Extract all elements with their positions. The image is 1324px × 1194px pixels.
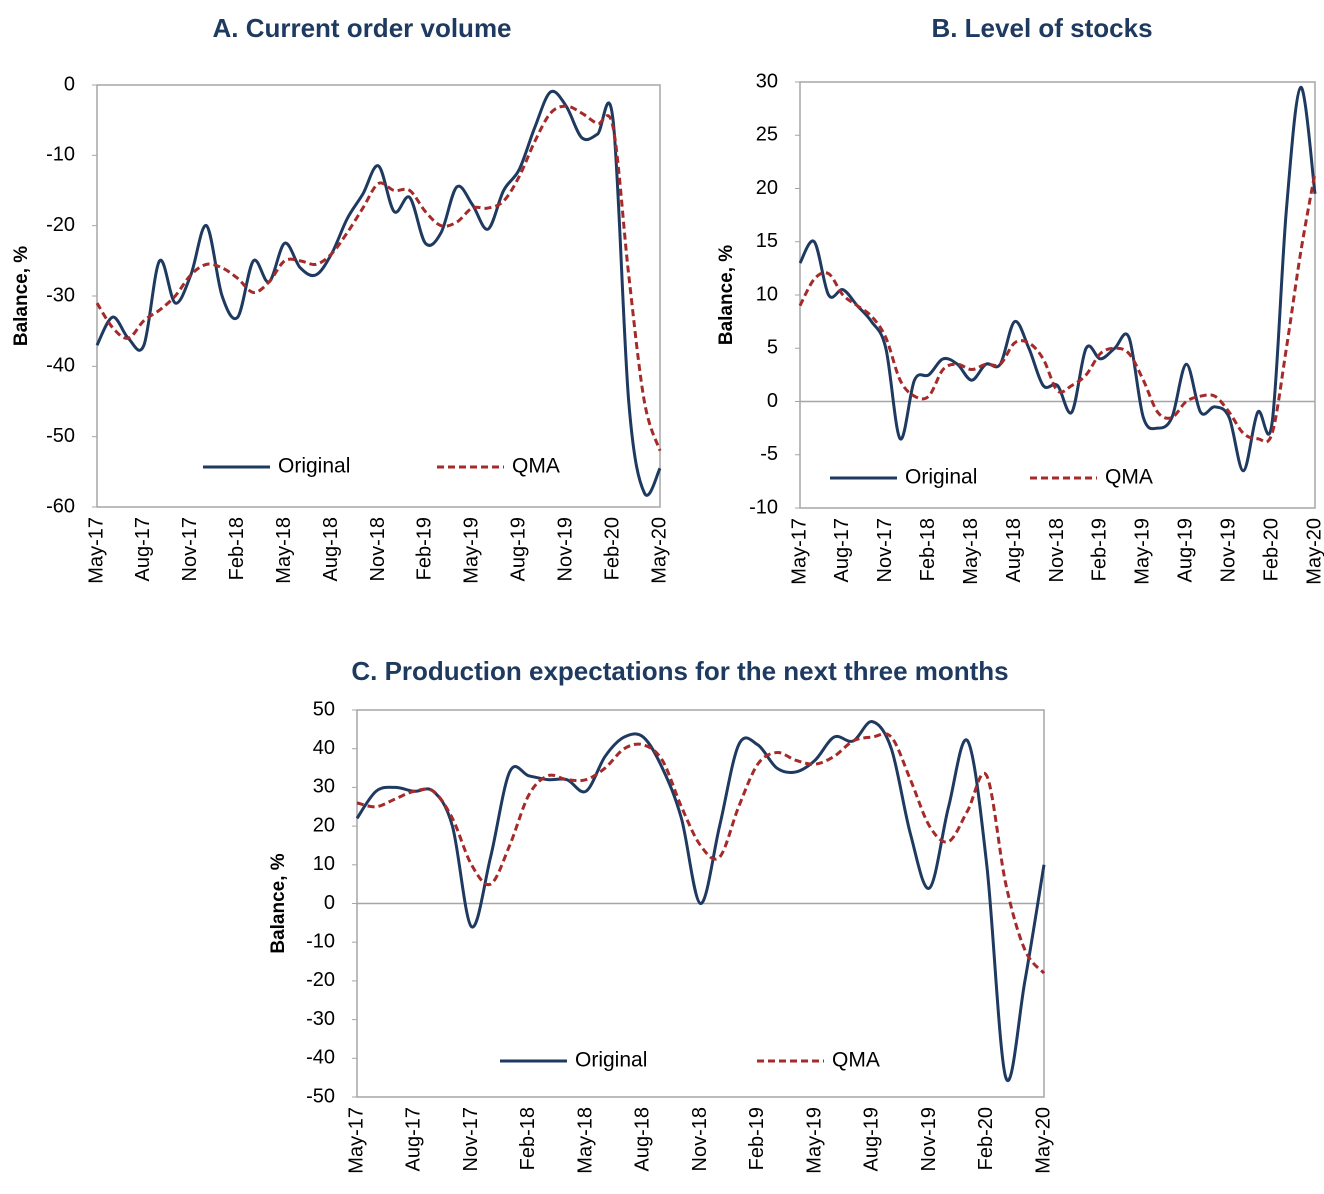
series-line: [95, 89, 662, 497]
y-tick-label: -10: [46, 144, 75, 166]
y-tick-label: 40: [313, 737, 335, 759]
y-tick-label: -30: [306, 1008, 335, 1030]
y-tick-label: -10: [306, 930, 335, 952]
y-tick-label: -30: [46, 284, 75, 306]
y-tick-label: -20: [46, 214, 75, 236]
x-tick-label: May-20: [1303, 518, 1324, 585]
x-tick-label: Nov-18: [367, 517, 389, 581]
plot-frame: [799, 81, 1316, 509]
chart-title: B. Level of stocks: [931, 13, 1152, 43]
series-line: [355, 720, 1046, 1082]
x-tick-label: Nov-18: [1046, 518, 1068, 582]
legend-label: QMA: [1105, 466, 1153, 489]
x-tick-label: Feb-18: [917, 518, 939, 581]
series-line: [95, 104, 662, 452]
chart-title: C. Production expectations for the next …: [351, 656, 1008, 686]
x-tick-label: Feb-19: [1089, 518, 1111, 581]
y-tick-label: -50: [306, 1085, 335, 1107]
y-tick-label: 15: [756, 230, 778, 252]
y-tick-label: -50: [46, 425, 75, 447]
x-tick-label: Aug-17: [132, 517, 154, 582]
x-tick-label: Feb-20: [1260, 518, 1282, 581]
x-tick-label: May-19: [803, 1107, 825, 1174]
x-tick-label: May-18: [273, 517, 295, 584]
x-tick-label: Aug-17: [403, 1107, 425, 1172]
legend-label: Original: [575, 1049, 647, 1072]
y-tick-label: 10: [313, 853, 335, 875]
series-line: [798, 85, 1317, 473]
y-tick-label: -60: [46, 495, 75, 517]
y-axis-label: Balance, %: [716, 245, 737, 345]
y-tick-label: 50: [313, 698, 335, 720]
x-tick-label: Feb-18: [517, 1107, 539, 1170]
x-tick-label: Feb-20: [601, 517, 623, 580]
x-tick-label: May-19: [461, 517, 483, 584]
legend-label: QMA: [832, 1049, 880, 1072]
y-tick-label: -40: [306, 1047, 335, 1069]
y-tick-label: 5: [767, 337, 778, 359]
x-tick-label: Feb-18: [226, 517, 248, 580]
x-tick-label: Aug-18: [1003, 518, 1025, 583]
x-tick-label: May-17: [85, 517, 107, 584]
y-tick-label: 0: [767, 390, 778, 412]
x-tick-label: Aug-19: [861, 1107, 883, 1172]
x-tick-label: Aug-18: [632, 1107, 654, 1172]
y-tick-label: 30: [313, 776, 335, 798]
x-tick-label: Aug-18: [320, 517, 342, 582]
legend-label: QMA: [512, 455, 560, 478]
legend-label: Original: [905, 466, 977, 489]
x-tick-label: May-20: [1032, 1107, 1054, 1174]
y-tick-label: -20: [306, 969, 335, 991]
x-tick-label: Nov-19: [918, 1107, 940, 1171]
y-axis-label: Balance, %: [11, 246, 32, 346]
x-tick-label: May-20: [648, 517, 670, 584]
y-tick-label: -5: [760, 443, 778, 465]
x-tick-label: Feb-19: [746, 1107, 768, 1170]
x-tick-label: Feb-20: [975, 1107, 997, 1170]
y-tick-label: 30: [756, 70, 778, 92]
x-tick-label: Nov-18: [689, 1107, 711, 1171]
y-tick-label: 20: [313, 814, 335, 836]
x-tick-label: May-17: [788, 518, 810, 585]
x-tick-label: Nov-17: [874, 518, 896, 582]
y-tick-label: 10: [756, 283, 778, 305]
x-tick-label: May-18: [960, 518, 982, 585]
x-tick-label: Nov-17: [460, 1107, 482, 1171]
series-line: [356, 732, 1046, 975]
chart-title: A. Current order volume: [212, 13, 511, 43]
x-tick-label: May-18: [574, 1107, 596, 1174]
x-tick-label: Aug-17: [831, 518, 853, 583]
x-tick-label: Aug-19: [1175, 518, 1197, 583]
y-tick-label: -40: [46, 355, 75, 377]
x-tick-label: Nov-17: [179, 517, 201, 581]
y-tick-label: 0: [324, 892, 335, 914]
x-tick-label: Aug-19: [508, 517, 530, 582]
legend-label: Original: [278, 455, 350, 478]
y-axis-label: Balance, %: [268, 853, 289, 953]
y-tick-label: 25: [756, 124, 778, 146]
y-tick-label: 0: [64, 73, 75, 95]
x-tick-label: Nov-19: [1217, 518, 1239, 582]
x-tick-label: May-17: [345, 1107, 367, 1174]
x-tick-label: Nov-19: [554, 517, 576, 581]
y-tick-label: 20: [756, 177, 778, 199]
series-line: [798, 172, 1317, 444]
x-tick-label: May-19: [1132, 518, 1154, 585]
x-tick-label: Feb-19: [414, 517, 436, 580]
y-tick-label: -10: [749, 496, 778, 518]
